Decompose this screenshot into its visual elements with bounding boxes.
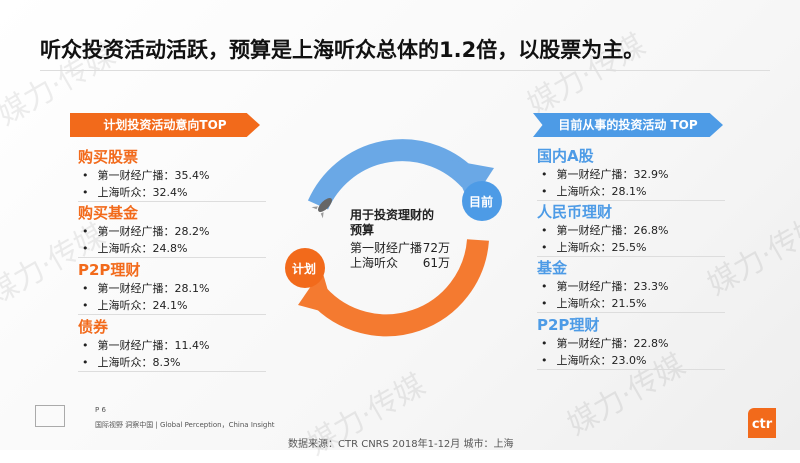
category-heading: P2P理财 xyxy=(537,316,600,334)
broadcast-stat: 第一财经广播：26.8% xyxy=(541,222,669,238)
divider xyxy=(537,200,725,201)
orange-arrowhead xyxy=(298,270,335,315)
divider xyxy=(537,312,725,313)
plan-banner: 计划投资活动意向TOP xyxy=(70,113,260,137)
orange-arc xyxy=(309,238,489,337)
shanghai-stat: 上海听众：24.8% xyxy=(82,240,188,256)
certification-badge-icon xyxy=(35,405,65,427)
divider xyxy=(40,70,770,71)
plan-circle xyxy=(285,248,325,288)
broadcast-stat: 第一财经广播：28.1% xyxy=(82,280,210,296)
divider xyxy=(537,256,725,257)
slogan: 国际视野 洞察中国 | Global Perception，China Insi… xyxy=(95,421,275,429)
category-heading: P2P理财 xyxy=(78,261,141,279)
shanghai-stat: 上海听众：8.3% xyxy=(82,354,181,370)
budget-value: 72万 xyxy=(422,241,450,255)
current-circle xyxy=(462,181,502,221)
budget-heading: 用于投资理财的 预算 xyxy=(350,208,434,238)
broadcast-stat: 第一财经广播：32.9% xyxy=(541,166,669,182)
ctr-logo: ctr xyxy=(748,408,776,438)
category-heading: 购买基金 xyxy=(78,204,139,222)
broadcast-stat: 第一财经广播：23.3% xyxy=(541,278,669,294)
budget-heading-line1: 用于投资理财的 xyxy=(350,208,435,222)
budget-label: 第一财经广播 xyxy=(350,241,423,255)
page-number: P 6 xyxy=(95,406,106,414)
category-heading: 购买股票 xyxy=(78,148,139,166)
blue-arc xyxy=(307,139,479,210)
current-banner: 目前从事的投资活动 TOP xyxy=(533,113,723,137)
broadcast-stat: 第一财经广播：28.2% xyxy=(82,223,210,239)
shanghai-stat: 上海听众：24.1% xyxy=(82,297,188,313)
divider xyxy=(78,371,266,372)
budget-table: 第一财经广播 72万 上海听众 61万 xyxy=(350,241,450,271)
divider xyxy=(78,201,266,202)
category-heading: 人民币理财 xyxy=(537,203,613,221)
plan-label: 计划 xyxy=(292,262,317,276)
budget-value: 61万 xyxy=(422,256,450,270)
broadcast-stat: 第一财经广播：11.4% xyxy=(82,337,210,353)
broadcast-stat: 第一财经广播：35.4% xyxy=(82,167,210,183)
divider xyxy=(78,257,266,258)
rocket-icon xyxy=(311,198,332,219)
blue-arrowhead xyxy=(450,160,494,205)
data-source: 数据来源：CTR CNRS 2018年1-12月 城市：上海 xyxy=(288,439,514,450)
divider xyxy=(537,369,725,370)
category-heading: 国内A股 xyxy=(537,147,594,165)
category-heading: 基金 xyxy=(537,259,568,277)
budget-heading-line2: 预算 xyxy=(350,223,375,237)
budget-label: 上海听众 xyxy=(350,256,399,270)
shanghai-stat: 上海听众：23.0% xyxy=(541,352,647,368)
category-heading: 债券 xyxy=(78,318,109,336)
divider xyxy=(78,314,266,315)
page-title: 听众投资活动活跃，预算是上海听众总体的1.2倍，以股票为主。 xyxy=(40,38,645,62)
shanghai-stat: 上海听众：28.1% xyxy=(541,183,647,199)
shanghai-stat: 上海听众：25.5% xyxy=(541,239,647,255)
shanghai-stat: 上海听众：32.4% xyxy=(82,184,188,200)
cycle-diagram xyxy=(285,139,502,337)
broadcast-stat: 第一财经广播：22.8% xyxy=(541,335,669,351)
shanghai-stat: 上海听众：21.5% xyxy=(541,295,647,311)
current-label: 目前 xyxy=(469,195,494,209)
